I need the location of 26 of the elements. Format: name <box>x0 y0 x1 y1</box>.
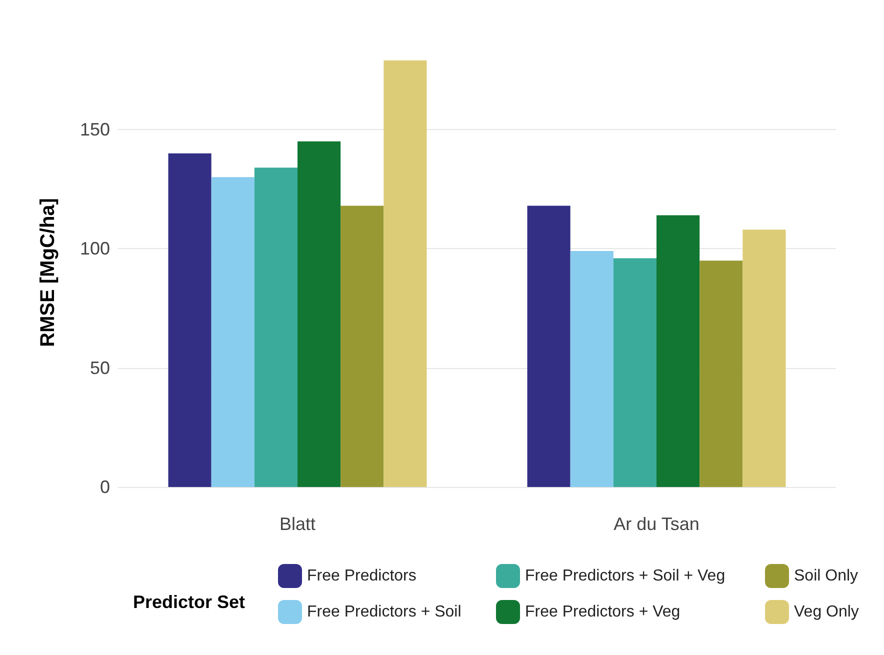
legend-label: Soil Only <box>794 568 858 584</box>
bar <box>527 206 570 487</box>
bar <box>384 60 427 487</box>
bar <box>700 260 743 487</box>
bar <box>211 177 254 487</box>
y-axis-title: RMSE [MgC/ha] <box>37 198 59 347</box>
legend-label: Free Predictors + Veg <box>525 604 680 620</box>
bar <box>570 251 614 487</box>
bar <box>613 258 656 487</box>
legend-label: Free Predictors + Soil + Veg <box>525 568 726 584</box>
y-tick-label: 0 <box>100 477 110 497</box>
bar <box>656 215 700 487</box>
y-tick-label: 50 <box>90 358 110 378</box>
legend-label: Veg Only <box>794 604 859 620</box>
x-tick-label: Blatt <box>279 514 316 534</box>
x-tick-label: Ar du Tsan <box>614 514 700 534</box>
y-tick-label: 100 <box>80 238 110 259</box>
legend-label: Free Predictors <box>307 568 416 584</box>
bar <box>742 230 786 487</box>
bar <box>168 153 212 487</box>
bar <box>254 168 298 487</box>
legend-label: Free Predictors + Soil <box>307 604 462 620</box>
bar <box>340 206 384 487</box>
legend-title: Predictor Set <box>133 592 246 612</box>
y-tick-label: 150 <box>80 120 110 140</box>
bar <box>298 141 341 487</box>
